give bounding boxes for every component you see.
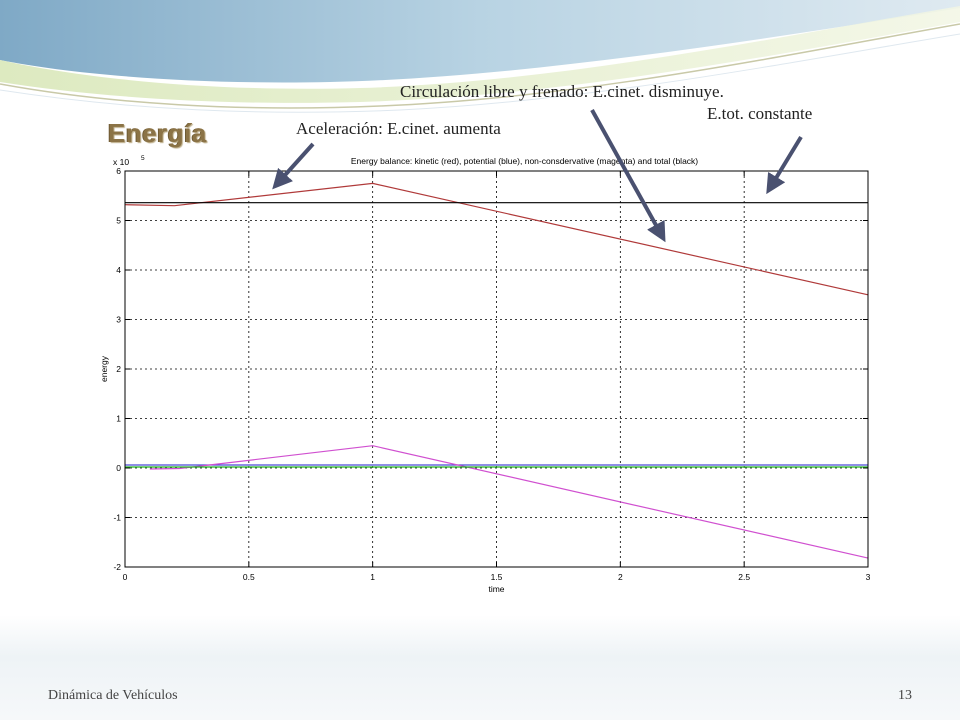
y-tick-label: 2 bbox=[116, 364, 121, 374]
y-axis-label: energy bbox=[99, 355, 109, 382]
x-tick-label: 0 bbox=[123, 572, 128, 582]
footer-course-name: Dinámica de Vehículos bbox=[48, 688, 178, 703]
slide-title: Energía bbox=[108, 118, 207, 148]
series-line-kinetic bbox=[124, 182, 869, 296]
x-tick-label: 2 bbox=[618, 572, 623, 582]
annotation-braking: Circulación libre y frenado: E.cinet. di… bbox=[400, 82, 724, 101]
y-tick-label: -1 bbox=[113, 513, 121, 523]
x-axis-label: time bbox=[488, 584, 504, 594]
y-tick-label: 5 bbox=[116, 216, 121, 226]
page-number: 13 bbox=[898, 688, 912, 703]
chart-title: Energy balance: kinetic (red), potential… bbox=[351, 156, 698, 166]
x-tick-label: 3 bbox=[866, 572, 871, 582]
y-tick-label: 4 bbox=[116, 265, 121, 275]
x-tick-label: 1 bbox=[370, 572, 375, 582]
y-tick-label: 3 bbox=[116, 315, 121, 325]
y-tick-label: 0 bbox=[116, 463, 121, 473]
x-tick-label: 0.5 bbox=[243, 572, 255, 582]
x-tick-label: 2.5 bbox=[738, 572, 750, 582]
y-tick-label: 1 bbox=[116, 414, 121, 424]
y-exponent-label: x 10 bbox=[113, 157, 129, 167]
x-tick-label: 1.5 bbox=[491, 572, 503, 582]
annotation-total-constant: E.tot. constante bbox=[707, 104, 813, 123]
series-line-non-consdervative bbox=[149, 445, 869, 559]
footer-band bbox=[0, 615, 960, 720]
header-swoosh-decoration bbox=[0, 0, 960, 113]
annotation-acceleration: Aceleración: E.cinet. aumenta bbox=[296, 119, 501, 138]
y-tick-label: -2 bbox=[113, 562, 121, 572]
y-exponent-power: 5 bbox=[141, 155, 145, 162]
y-tick-label: 6 bbox=[116, 166, 121, 176]
